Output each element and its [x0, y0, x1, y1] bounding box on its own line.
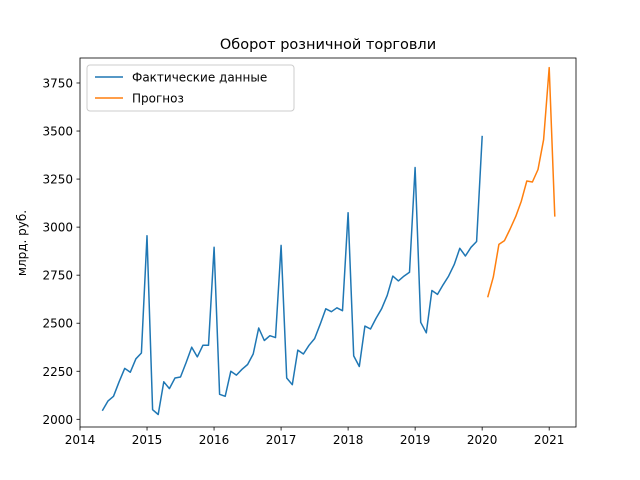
x-tick-label-2020: 2020: [467, 433, 498, 447]
x-tick-label-2014: 2014: [65, 433, 96, 447]
legend-label-0: Фактические данные: [132, 71, 267, 85]
y-axis-label: млрд. руб.: [15, 210, 29, 276]
y-tick-label-2500: 2500: [42, 317, 73, 331]
y-tick-label-3500: 3500: [42, 125, 73, 139]
x-tick-label-2019: 2019: [400, 433, 431, 447]
series-line-1: [486, 66, 556, 298]
x-tick-label-2016: 2016: [199, 433, 230, 447]
plot-area: 2014 2015 2016 2017 2018 2019 2020 2021 2000 2250…: [42, 57, 577, 447]
x-tick-label-2021: 2021: [534, 433, 565, 447]
y-tick-label-3250: 3250: [42, 173, 73, 187]
legend-label-1: Прогноз: [132, 92, 184, 106]
x-tick-label-2017: 2017: [266, 433, 297, 447]
legend-box: [86, 64, 295, 112]
y-tick-label-3000: 3000: [42, 221, 73, 235]
y-tick-label-3750: 3750: [42, 76, 73, 90]
y-tick-label-2750: 2750: [42, 269, 73, 283]
y-tick-label-2000: 2000: [42, 413, 73, 427]
y-tick-label-2250: 2250: [42, 365, 73, 379]
chart-title: Оборот розничной торговли: [220, 37, 436, 53]
axes-frame: [79, 57, 577, 428]
x-tick-label-2015: 2015: [132, 433, 163, 447]
x-tick-label-2018: 2018: [333, 433, 364, 447]
series-line-0: [101, 135, 483, 416]
